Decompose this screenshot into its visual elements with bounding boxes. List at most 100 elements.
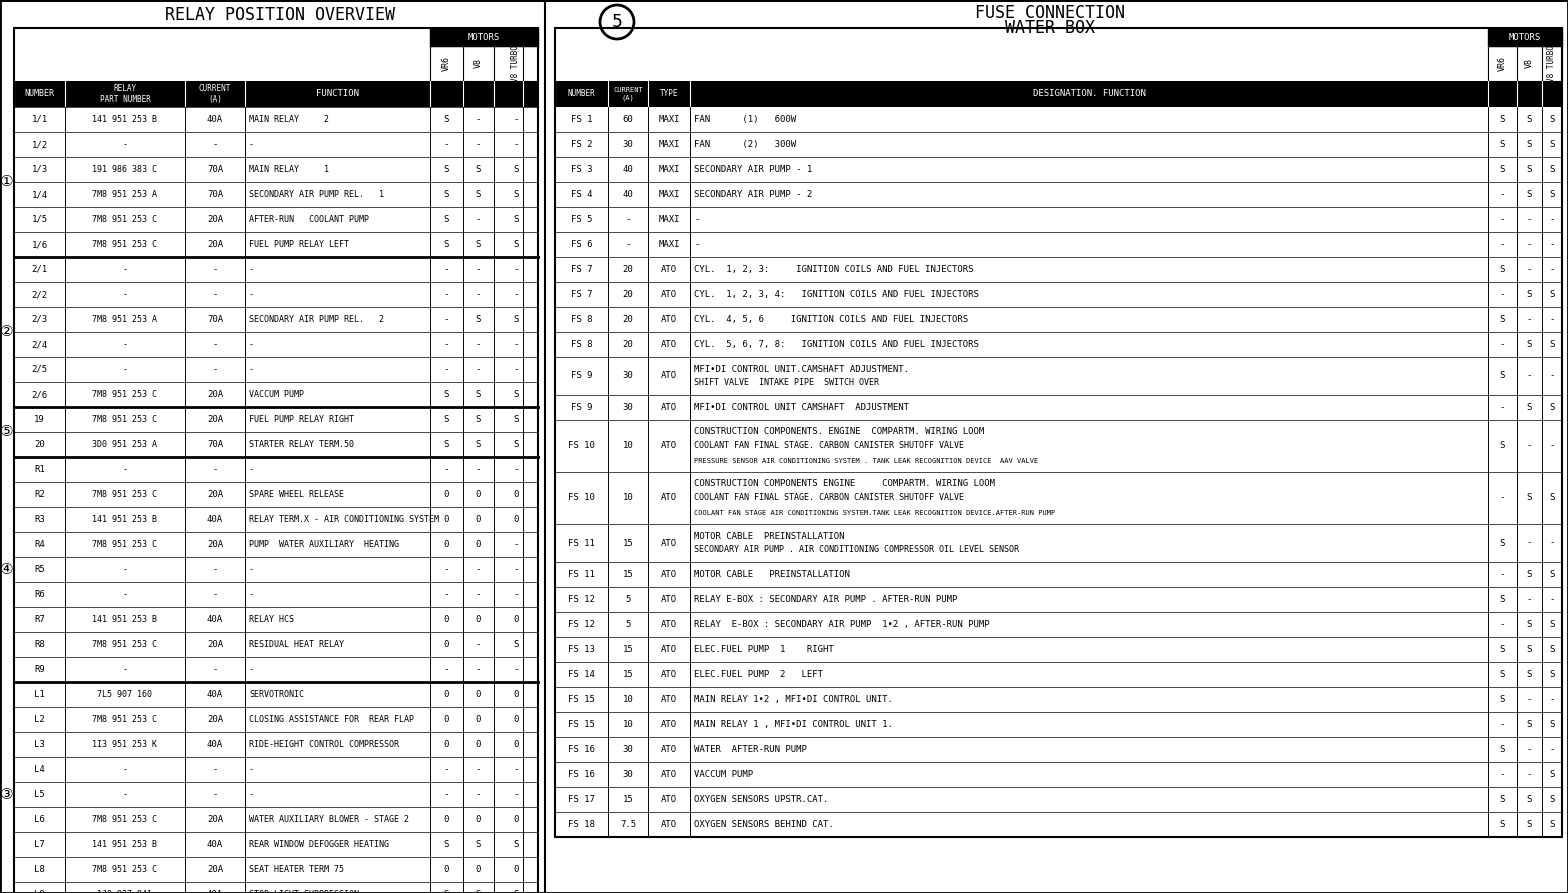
Text: FS 12: FS 12 bbox=[568, 595, 594, 604]
Bar bbox=[1488, 81, 1562, 107]
Text: S: S bbox=[1527, 670, 1532, 679]
Text: -: - bbox=[475, 140, 481, 149]
Text: MFI•DI CONTROL UNIT.CAMSHAFT ADJUSTMENT.: MFI•DI CONTROL UNIT.CAMSHAFT ADJUSTMENT. bbox=[695, 364, 909, 373]
Text: 30: 30 bbox=[622, 371, 633, 380]
Text: S: S bbox=[444, 240, 448, 249]
Text: FS 10: FS 10 bbox=[568, 494, 594, 503]
Text: -: - bbox=[122, 465, 127, 474]
Text: S: S bbox=[1549, 403, 1555, 412]
Text: S: S bbox=[1501, 695, 1505, 704]
Bar bbox=[430, 81, 538, 107]
Text: -: - bbox=[444, 290, 448, 299]
Text: 70A: 70A bbox=[207, 165, 223, 174]
Text: ATO: ATO bbox=[662, 695, 677, 704]
Text: S: S bbox=[513, 165, 519, 174]
Text: FS 9: FS 9 bbox=[571, 403, 593, 412]
Text: S: S bbox=[1527, 140, 1532, 149]
Text: 20A: 20A bbox=[207, 715, 223, 724]
Text: 0: 0 bbox=[444, 640, 448, 649]
Text: -: - bbox=[212, 340, 218, 349]
Bar bbox=[555, 107, 1562, 837]
Text: -: - bbox=[122, 790, 127, 799]
Text: 20A: 20A bbox=[207, 815, 223, 824]
Text: S: S bbox=[1527, 620, 1532, 629]
Text: V8: V8 bbox=[1526, 59, 1534, 69]
Text: S: S bbox=[475, 440, 481, 449]
Text: -: - bbox=[1501, 215, 1505, 224]
Text: -: - bbox=[1501, 240, 1505, 249]
Text: 1/5: 1/5 bbox=[31, 215, 47, 224]
Text: 20: 20 bbox=[622, 340, 633, 349]
Text: MOTORS: MOTORS bbox=[1508, 32, 1541, 41]
Text: S: S bbox=[1501, 538, 1505, 547]
Text: S: S bbox=[1549, 494, 1555, 503]
Text: 0: 0 bbox=[475, 540, 481, 549]
Text: S: S bbox=[1501, 315, 1505, 324]
Text: S: S bbox=[1527, 720, 1532, 729]
Text: FS 3: FS 3 bbox=[571, 165, 593, 174]
Text: -: - bbox=[122, 265, 127, 274]
Text: 141 951 253 B: 141 951 253 B bbox=[93, 115, 157, 124]
Text: -: - bbox=[1549, 215, 1555, 224]
Text: S: S bbox=[1549, 620, 1555, 629]
Text: -: - bbox=[122, 665, 127, 674]
Text: 7M8 951 253 C: 7M8 951 253 C bbox=[93, 240, 157, 249]
Text: MAXI: MAXI bbox=[659, 115, 681, 124]
Text: 20A: 20A bbox=[207, 240, 223, 249]
Text: S: S bbox=[1527, 340, 1532, 349]
Text: -: - bbox=[475, 340, 481, 349]
Text: 1/2: 1/2 bbox=[31, 140, 47, 149]
Text: TYPE: TYPE bbox=[660, 89, 679, 98]
Text: -: - bbox=[475, 265, 481, 274]
Text: ATO: ATO bbox=[662, 595, 677, 604]
Text: 0: 0 bbox=[475, 865, 481, 874]
Text: S: S bbox=[513, 415, 519, 424]
Text: -: - bbox=[475, 665, 481, 674]
Text: -: - bbox=[444, 665, 448, 674]
Text: ATO: ATO bbox=[662, 441, 677, 450]
Text: 30: 30 bbox=[622, 140, 633, 149]
Text: S: S bbox=[1549, 190, 1555, 199]
Text: -: - bbox=[212, 365, 218, 374]
Text: FAN      (2)   300W: FAN (2) 300W bbox=[695, 140, 797, 149]
Text: CLOSING ASSISTANCE FOR  REAR FLAP: CLOSING ASSISTANCE FOR REAR FLAP bbox=[249, 715, 414, 724]
Text: 15: 15 bbox=[622, 570, 633, 579]
Text: MFI•DI CONTROL UNIT CAMSHAFT  ADJUSTMENT: MFI•DI CONTROL UNIT CAMSHAFT ADJUSTMENT bbox=[695, 403, 909, 412]
Text: S: S bbox=[1501, 670, 1505, 679]
Text: ATO: ATO bbox=[662, 645, 677, 654]
Text: 7.5: 7.5 bbox=[619, 820, 637, 829]
Text: -: - bbox=[1527, 770, 1532, 779]
Text: -: - bbox=[249, 565, 254, 574]
Bar bbox=[430, 28, 538, 46]
Text: ATO: ATO bbox=[662, 620, 677, 629]
Text: -: - bbox=[513, 140, 519, 149]
Text: 0: 0 bbox=[513, 515, 519, 524]
Text: RELAY POSITION OVERVIEW: RELAY POSITION OVERVIEW bbox=[165, 6, 395, 24]
Text: -: - bbox=[513, 115, 519, 124]
Text: -: - bbox=[475, 365, 481, 374]
Text: -: - bbox=[444, 565, 448, 574]
Text: 40A: 40A bbox=[207, 615, 223, 624]
Text: -: - bbox=[249, 765, 254, 774]
Bar bbox=[430, 46, 538, 81]
Text: ATO: ATO bbox=[662, 290, 677, 299]
Text: MAIN RELAY     2: MAIN RELAY 2 bbox=[249, 115, 329, 124]
Text: MAXI: MAXI bbox=[659, 215, 681, 224]
Text: -: - bbox=[249, 140, 254, 149]
Text: FUNCTION: FUNCTION bbox=[317, 89, 359, 98]
Text: FS 18: FS 18 bbox=[568, 820, 594, 829]
Text: L3: L3 bbox=[34, 740, 45, 749]
Text: R1: R1 bbox=[34, 465, 45, 474]
Text: -: - bbox=[475, 215, 481, 224]
Text: RELAY HCS: RELAY HCS bbox=[249, 615, 293, 624]
Text: NUMBER: NUMBER bbox=[568, 89, 596, 98]
Text: RESIDUAL HEAT RELAY: RESIDUAL HEAT RELAY bbox=[249, 640, 343, 649]
Text: -: - bbox=[1501, 290, 1505, 299]
Text: -: - bbox=[1501, 403, 1505, 412]
Text: 0: 0 bbox=[475, 815, 481, 824]
Text: -: - bbox=[212, 140, 218, 149]
Bar bbox=[1488, 46, 1562, 81]
Text: 2/5: 2/5 bbox=[31, 365, 47, 374]
Text: FS 6: FS 6 bbox=[571, 240, 593, 249]
Text: PUMP  WATER AUXILIARY  HEATING: PUMP WATER AUXILIARY HEATING bbox=[249, 540, 398, 549]
